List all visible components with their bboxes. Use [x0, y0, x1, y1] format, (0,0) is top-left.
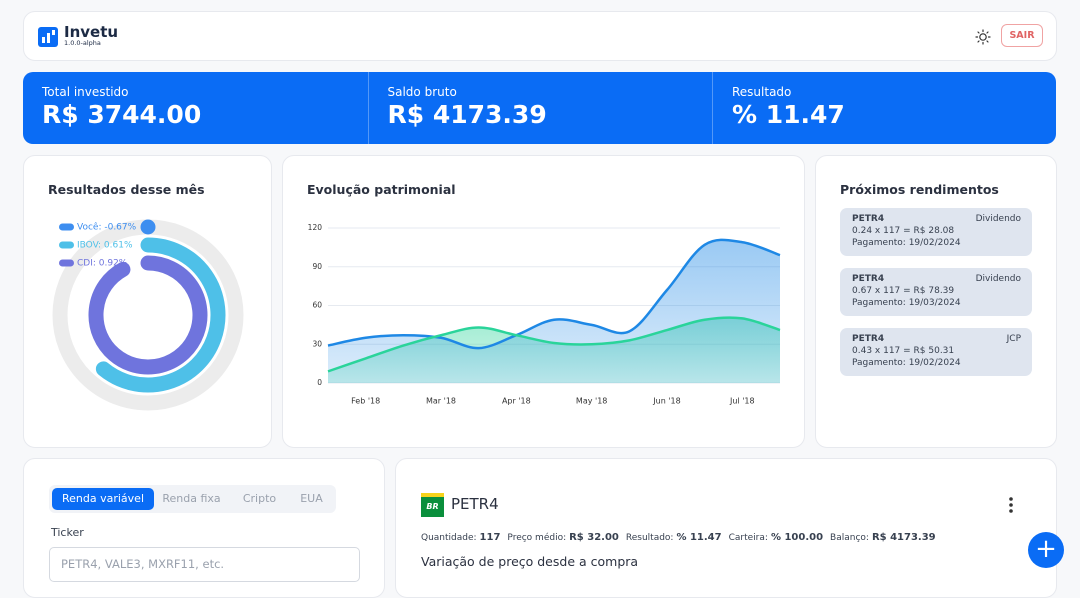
- stat-value: R$ 32.00: [569, 532, 619, 543]
- income-date: Pagamento: 19/02/2024: [852, 238, 961, 248]
- logout-button[interactable]: SAIR: [1001, 24, 1043, 47]
- income-date: Pagamento: 19/02/2024: [852, 358, 961, 368]
- page: Invetu { "header": {"brand": "Invetu", "…: [23, 11, 1064, 598]
- wealth-card: Evolução patrimonial: [282, 155, 805, 448]
- stat-value: % 100.00: [770, 532, 824, 543]
- income-item: PETR4 Dividendo 0.67 x 117 = R$ 78.39 Pagam…: [840, 268, 1032, 316]
- income-kind: Dividendo: [975, 274, 1021, 284]
- add-button[interactable]: +: [1028, 532, 1064, 568]
- summary-item: Total investido R$ 3744.00: [23, 72, 367, 144]
- summary-value: % 11.47: [732, 100, 845, 129]
- stat-label: Carteira:: [728, 533, 768, 543]
- summary-label: Resultado: [732, 85, 792, 99]
- stat-value: R$ 4173.39: [871, 532, 936, 543]
- search-card: Renda variável Renda fixa Cripto EUA Ticker…: [23, 458, 385, 598]
- stat-value: % 11.47: [676, 532, 722, 543]
- card-title: Próximos rendimentos: [840, 182, 999, 197]
- field-label: Ticker: [51, 526, 84, 539]
- stat-label: Resultado:: [625, 533, 674, 543]
- summary-value: R$ 4173.39: [387, 100, 547, 129]
- income-date: Pagamento: 19/03/2024: [852, 298, 961, 308]
- income-kind: Dividendo: [975, 214, 1021, 224]
- income-ticker: PETR4: [852, 214, 885, 224]
- brand: Invetu: [64, 23, 119, 41]
- income-calc: 0.24 x 117 = R$ 28.08: [852, 226, 955, 236]
- upcoming-card: Próximos rendimentos PETR4 Dividendo 0.24 …: [815, 155, 1057, 448]
- tab[interactable]: Renda fixa: [162, 492, 221, 505]
- tab-group: Renda variável Renda fixa Cripto EUA: [49, 485, 336, 513]
- stat-label: Preço médio:: [507, 533, 567, 543]
- income-kind: JCP: [1006, 334, 1021, 344]
- summary-item: Resultado% 11.47: [712, 72, 1057, 144]
- card-title: Evolução patrimonial: [307, 182, 456, 197]
- summary-label: Total investido: [42, 85, 129, 99]
- income-ticker: PETR4: [852, 274, 885, 284]
- asset-card: BR PETR4 Quantidade: 117 Preço médio: R$ 32…: [395, 458, 1057, 598]
- income-item: PETR4 Dividendo 0.24 x 117 = R$ 28.08 Pagam…: [840, 208, 1032, 256]
- tab[interactable]: EUA: [300, 492, 323, 505]
- asset-logo: BR: [421, 493, 444, 517]
- income-ticker: PETR4: [852, 334, 885, 344]
- section-title: Variação de preço desde a compra: [421, 554, 639, 569]
- tab[interactable]: Renda variável: [52, 488, 154, 510]
- summary-banner: Total investido R$ 3744.00 Saldo bruto R$ 4…: [23, 72, 1056, 144]
- asset-ticker: PETR4: [451, 495, 499, 513]
- stat-value: 117: [479, 532, 501, 543]
- income-item: PETR4 JCP 0.43 x 117 = R$ 50.31 Pagamento: …: [840, 328, 1032, 376]
- stat-label: Balanço:: [830, 533, 869, 543]
- tab[interactable]: Cripto: [242, 492, 277, 505]
- summary-item: Saldo bruto R$ 4173.39: [367, 72, 713, 144]
- menu-button[interactable]: [1006, 496, 1016, 514]
- header: Invetu 1.0.0-alpha SAIR: [23, 11, 1057, 61]
- summary-label: Saldo bruto: [387, 85, 457, 99]
- stat-label: Quantidade:: [421, 533, 477, 543]
- card-title: Resultados desse mês: [48, 182, 205, 197]
- version: 1.0.0-alpha: [64, 39, 101, 47]
- month-results-card: Resultados desse mês: [23, 155, 272, 448]
- theme-toggle[interactable]: [975, 29, 991, 45]
- logo-icon: [38, 27, 58, 47]
- asset-stats: Quantidade: 117 Preço médio: R$ 32.00 Result…: [421, 532, 943, 543]
- income-calc: 0.67 x 117 = R$ 78.39: [852, 286, 955, 296]
- income-calc: 0.43 x 117 = R$ 50.31: [852, 346, 955, 356]
- summary-value: R$ 3744.00: [42, 100, 202, 129]
- ticker-input[interactable]: PETR4, VALE3, MXRF11, etc.: [49, 547, 360, 582]
- page-body: Invetu 1.0.0-alpha SAIR Total investido R…: [23, 11, 1064, 598]
